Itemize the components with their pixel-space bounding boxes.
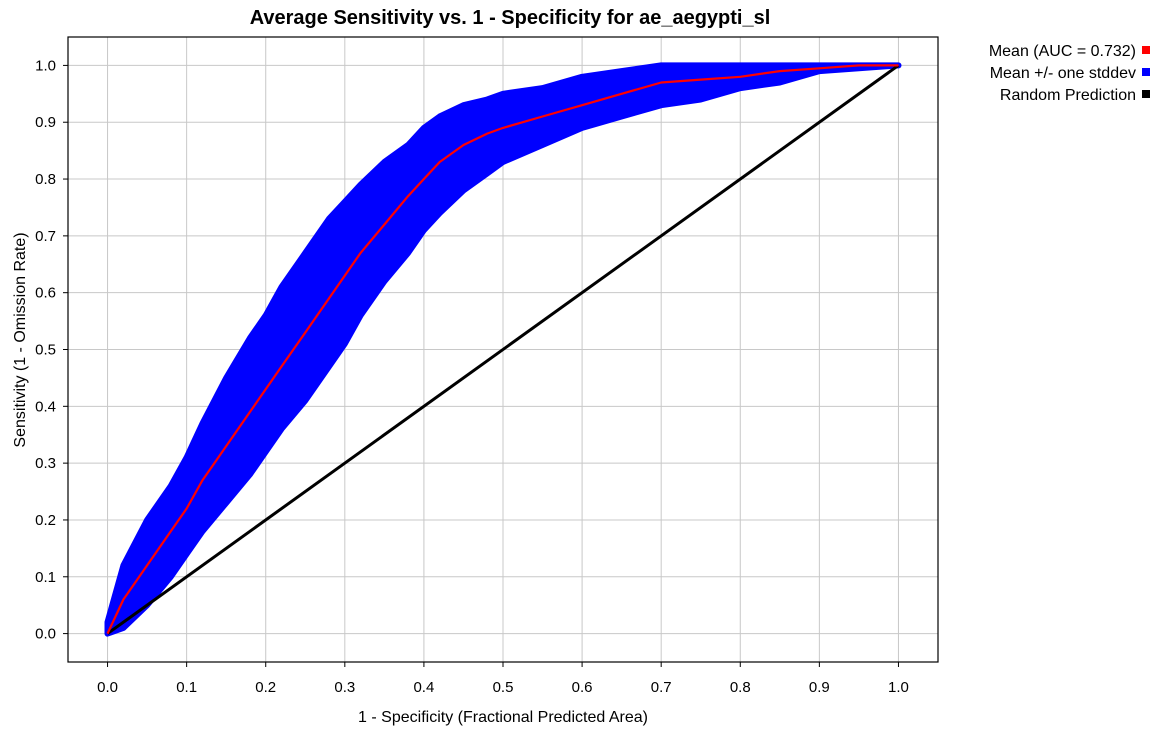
x-tick-label: 0.8 <box>730 679 751 696</box>
legend: Mean (AUC = 0.732) Mean +/- one stddev Ran… <box>989 43 1150 104</box>
random-prediction-line <box>106 64 900 635</box>
y-axis-label: Sensitivity (1 - Omission Rate) <box>12 232 29 447</box>
x-tick-label: 0.9 <box>809 679 830 696</box>
legend-label: Random Prediction <box>1000 87 1136 104</box>
x-tick-label: 0.2 <box>255 679 276 696</box>
y-tick-label: 1.0 <box>35 57 56 74</box>
y-tick-label: 0.1 <box>35 569 56 586</box>
x-tick-label: 0.0 <box>97 679 118 696</box>
y-tick-label: 0.9 <box>35 114 56 131</box>
x-tick-label: 0.5 <box>493 679 514 696</box>
stddev-band <box>104 62 902 637</box>
x-tick-label: 0.3 <box>334 679 355 696</box>
legend-swatch <box>1142 90 1150 98</box>
legend-label: Mean +/- one stddev <box>990 65 1136 82</box>
y-tick-label: 0.3 <box>35 455 56 472</box>
x-tick-label: 0.7 <box>651 679 672 696</box>
x-tick-label: 0.6 <box>572 679 593 696</box>
y-tick-label: 0.6 <box>35 285 56 302</box>
series-lines <box>106 64 900 635</box>
x-tick-label: 0.4 <box>413 679 434 696</box>
axis-ticks: 0.0 0.1 0.2 0.3 0.4 0.5 0.6 0.7 0.8 0.9 1.0 0.0 0.1 0… <box>35 57 909 696</box>
y-tick-label: 0.4 <box>35 398 56 415</box>
y-tick-label: 0.8 <box>35 171 56 188</box>
legend-label: Mean (AUC = 0.732) <box>989 43 1136 60</box>
legend-swatch <box>1142 46 1150 54</box>
x-axis-label: 1 - Specificity (Fractional Predicted Ar… <box>358 709 648 726</box>
chart-title: Average Sensitivity vs. 1 - Specificity … <box>250 7 771 29</box>
y-tick-label: 0.5 <box>35 342 56 359</box>
stddev-band-area <box>104 62 902 637</box>
y-tick-label: 0.2 <box>35 512 56 529</box>
legend-swatch <box>1142 68 1150 76</box>
y-tick-label: 0.7 <box>35 228 56 245</box>
y-tick-label: 0.0 <box>35 626 56 643</box>
mean-roc-line <box>106 64 899 635</box>
x-tick-label: 0.1 <box>176 679 197 696</box>
x-tick-label: 1.0 <box>888 679 909 696</box>
